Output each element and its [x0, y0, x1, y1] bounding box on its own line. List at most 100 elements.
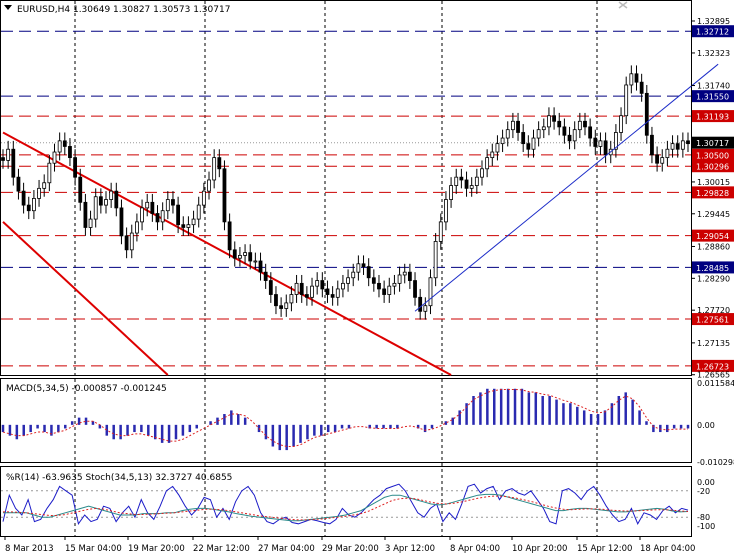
candle-body: [16, 176, 21, 192]
candle-body: [531, 137, 536, 150]
candle-body: [42, 182, 47, 189]
macd-signal-line: [2, 388, 688, 447]
level-label-7: 1.28485: [696, 264, 729, 273]
time-axis: 8 Mar 2013 15 Mar 04:00 19 Mar 20:00 22 Mar…: [4, 536, 695, 554]
trend-line[interactable]: [414, 63, 719, 312]
candle-body: [104, 199, 108, 206]
candle-body: [83, 201, 88, 228]
candle-body: [495, 143, 500, 153]
channel-line-0[interactable]: [2, 131, 452, 376]
triangle-down-icon[interactable]: [4, 5, 12, 10]
osc-tick-label-0: 0.00: [697, 478, 715, 487]
candle-body: [444, 199, 448, 223]
candle-body: [11, 148, 16, 178]
osc-series-1: [3, 493, 689, 522]
candle-body: [21, 190, 26, 206]
candle-body: [361, 263, 366, 267]
vertical-grid: [74, 1, 598, 536]
macd-panel-frame: [0, 378, 692, 463]
price-tick-label-7: 1.27720: [697, 306, 730, 315]
candle-body: [155, 213, 160, 223]
candle-body: [78, 176, 83, 203]
oscillator-title: %R(14) -63.9635 Stoch(34,5,13) 32.3727 4…: [6, 473, 232, 483]
candle-body: [57, 140, 62, 153]
candle-body: [341, 282, 345, 290]
candle-body: [258, 260, 263, 273]
time-tick-label-2: 19 Mar 20:00: [128, 544, 185, 554]
candle-body: [6, 148, 11, 161]
close-icon[interactable]: [617, 1, 629, 9]
candle-body: [284, 302, 289, 309]
candle-body: [387, 285, 392, 295]
candle-body: [418, 296, 423, 312]
candle-body: [351, 271, 356, 279]
time-tick-label-7: 8 Apr 04:00: [450, 544, 500, 554]
candle-body: [686, 140, 690, 145]
macd-tick-label-1: 0.00: [697, 421, 715, 430]
candle-body: [670, 143, 675, 150]
osc-series-0: [2, 483, 689, 526]
candle-body: [238, 255, 242, 259]
candle-body: [603, 140, 608, 156]
level-label-bg-6: [692, 229, 734, 242]
candle-body: [346, 277, 350, 284]
osc-series-2: [3, 495, 689, 521]
candle-body: [402, 271, 407, 276]
candle-body: [217, 157, 222, 170]
candle-body: [613, 132, 618, 150]
level-label-2: 1.31193: [696, 113, 729, 122]
candle-body: [330, 294, 335, 298]
candle-body: [593, 137, 598, 147]
candle-body: [547, 115, 551, 128]
candle-body: [660, 157, 665, 164]
candle-body: [150, 201, 155, 214]
candle-body: [176, 204, 181, 226]
candle-body: [201, 190, 206, 206]
level-label-bg-8: [692, 313, 734, 326]
horizontal-levels: 1.32712 1.31550 1.31193 1.30500 1.30296 1.298…: [1, 25, 734, 372]
candle-body: [675, 143, 680, 150]
candle-body: [263, 271, 268, 281]
price-panel-frame: [0, 0, 692, 376]
candle-body: [428, 277, 433, 307]
candle-body: [109, 190, 114, 200]
osc-tick-label-3: -100: [697, 522, 715, 531]
time-tick-label-5: 29 Mar 20:00: [322, 544, 379, 554]
candle-body: [629, 73, 634, 86]
time-tick-label-8: 10 Apr 20:00: [512, 544, 567, 554]
candle-body: [294, 282, 299, 295]
candle-body: [680, 140, 685, 150]
candle-body: [449, 185, 453, 200]
channel-line-1[interactable]: [2, 221, 169, 376]
candle-body: [557, 120, 562, 128]
candle-body: [577, 120, 582, 131]
candle-body: [232, 249, 237, 259]
price-tick-label-6: 1.28290: [697, 274, 730, 283]
candle-body: [140, 207, 144, 223]
candle-body: [88, 218, 93, 228]
candle-body: [366, 266, 371, 279]
candle-body: [315, 280, 320, 287]
trendline[interactable]: [414, 63, 719, 312]
price-axis: 1.32895 1.32323 1.31740 1.30015 1.29445 1.288…: [691, 17, 734, 380]
candle-body: [552, 115, 556, 122]
candle-body: [98, 196, 103, 206]
price-tick-label-8: 1.27135: [697, 339, 730, 348]
candle-body: [644, 92, 649, 136]
time-tick-label-4: 27 Mar 04:00: [258, 544, 315, 554]
candle-body: [304, 294, 309, 298]
oscillator-panel-frame: [0, 466, 692, 537]
candle-body: [516, 120, 520, 133]
level-label-4: 1.30296: [696, 163, 729, 172]
candle-body: [171, 199, 175, 206]
level-label-bg-2: [692, 110, 734, 123]
price-tick-label-5: 1.28860: [697, 242, 730, 251]
candle-body: [320, 280, 325, 290]
current-price-label: 1.30717: [696, 139, 729, 148]
candle-body: [490, 151, 495, 159]
level-label-8: 1.27561: [696, 316, 729, 325]
candle-body: [37, 187, 41, 199]
candle-body: [165, 199, 170, 212]
candle-body: [413, 280, 417, 298]
